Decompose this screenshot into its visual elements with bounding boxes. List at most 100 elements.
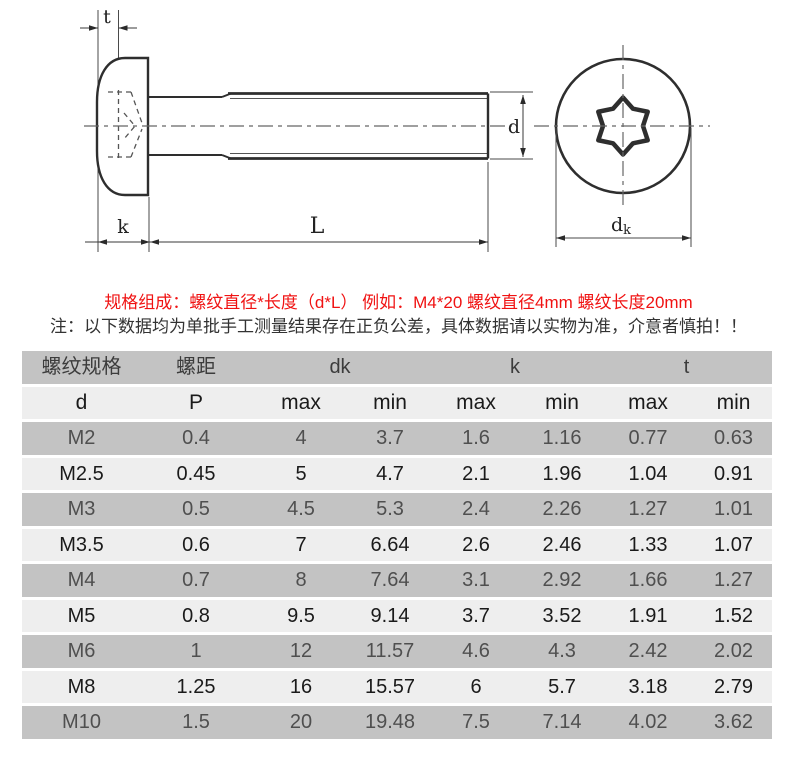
spec-value-cell: 1.96 bbox=[542, 462, 582, 485]
header-dk: dk bbox=[329, 356, 351, 378]
spec-value-cell: 3.7 bbox=[462, 604, 490, 627]
spec-value-cell: 0.7 bbox=[182, 569, 210, 591]
spec-value-cell: 1.04 bbox=[628, 462, 668, 485]
subheader-d: d bbox=[75, 390, 88, 414]
screw-thread bbox=[228, 92, 490, 160]
spec-value-cell: 0.4 bbox=[182, 427, 210, 449]
spec-value-cell: 1.5 bbox=[182, 711, 210, 733]
spec-value-cell: 4.6 bbox=[462, 640, 490, 662]
spec-value-cell: 2.6 bbox=[462, 533, 490, 556]
table-row: M6 1 12 11.57 4.6 4.3 2.42 2.02 bbox=[22, 635, 772, 668]
dim-label-dk: dk bbox=[611, 214, 631, 238]
measurement-note: 注：以下数据均为单批手工测量结果存在正负公差，具体数据请以实物为准，介意者慎拍！… bbox=[50, 317, 747, 336]
spec-value-cell: 12 bbox=[289, 640, 313, 662]
spec-value-cell: 0.6 bbox=[182, 533, 210, 556]
spec-size-cell: M2 bbox=[67, 427, 96, 449]
spec-value-cell: 5.3 bbox=[376, 498, 404, 520]
table-group-header-row: 螺纹规格 螺距 dk k t bbox=[22, 351, 772, 384]
spec-value-cell: 1.6 bbox=[462, 427, 490, 449]
table-row: M5 0.8 9.5 9.14 3.7 3.52 1.91 1.52 bbox=[22, 599, 772, 632]
spec-size-cell: M10 bbox=[62, 711, 101, 733]
dk-dimension bbox=[555, 128, 692, 247]
spec-value-cell: 2.79 bbox=[714, 675, 753, 698]
spec-value-cell: 7.14 bbox=[542, 711, 582, 733]
spec-size-cell: M3.5 bbox=[59, 533, 104, 556]
spec-value-cell: 1.25 bbox=[176, 675, 216, 698]
table-row: M2 0.4 4 3.7 1.6 1.16 0.77 0.63 bbox=[22, 422, 772, 455]
header-pitch: 螺距 bbox=[176, 356, 216, 378]
table-row: M2.5 0.45 5 4.7 2.1 1.96 1.04 0.91 bbox=[22, 457, 772, 490]
spec-value-cell: 3.7 bbox=[376, 427, 404, 449]
spec-value-cell: 0.8 bbox=[182, 604, 210, 627]
spec-value-cell: 4 bbox=[295, 427, 307, 449]
spec-value-cell: 5 bbox=[295, 462, 307, 485]
header-k: k bbox=[510, 356, 520, 378]
spec-size-cell: M8 bbox=[67, 675, 96, 698]
spec-value-cell: 2.46 bbox=[542, 533, 582, 556]
spec-value-cell: 3.18 bbox=[628, 675, 668, 698]
spec-value-cell: 11.57 bbox=[365, 640, 415, 662]
table-row: M8 1.25 16 15.57 6 5.7 3.18 2.79 bbox=[22, 670, 772, 703]
spec-value-cell: 9.14 bbox=[370, 604, 410, 627]
subheader-dk-min: min bbox=[373, 390, 407, 414]
spec-value-cell: 0.91 bbox=[714, 462, 753, 485]
screw-technical-drawing: t k L d dk bbox=[80, 6, 710, 252]
spec-value-cell: 2.4 bbox=[462, 498, 490, 520]
spec-value-cell: 1.33 bbox=[628, 533, 668, 556]
spec-size-cell: M6 bbox=[67, 640, 96, 662]
subheader-dk-max: max bbox=[281, 390, 321, 414]
spec-value-cell: 1.52 bbox=[714, 604, 753, 627]
spec-value-cell: 0.63 bbox=[714, 427, 753, 449]
spec-value-cell: 1.01 bbox=[714, 498, 753, 520]
dk-dimension-arrows bbox=[556, 235, 691, 241]
spec-value-cell: 19.48 bbox=[364, 711, 416, 733]
spec-value-cell: 1.27 bbox=[628, 498, 668, 520]
spec-value-cell: 5.7 bbox=[548, 675, 576, 698]
spec-size-cell: M4 bbox=[67, 569, 96, 591]
spec-value-cell: 1.66 bbox=[628, 569, 668, 591]
spec-value-cell: 4.02 bbox=[628, 711, 668, 733]
spec-value-cell: 6 bbox=[470, 675, 482, 698]
spec-value-cell: 20 bbox=[289, 711, 313, 733]
spec-value-cell: 0.45 bbox=[176, 462, 216, 485]
table-row: M10 1.5 20 19.48 7.5 7.14 4.02 3.62 bbox=[22, 706, 772, 739]
subheader-k-min: min bbox=[545, 390, 579, 414]
subheader-k-max: max bbox=[456, 390, 496, 414]
spec-value-cell: 6.64 bbox=[370, 533, 410, 556]
spec-format-notice: 规格组成：螺纹直径*长度（d*L） 例如：M4*20 螺纹直径4mm 螺纹长度2… bbox=[104, 293, 693, 312]
dim-label-k: k bbox=[117, 216, 129, 238]
spec-size-cell: M3 bbox=[67, 498, 96, 520]
spec-value-cell: 1.16 bbox=[542, 427, 582, 449]
spec-value-cell: 8 bbox=[295, 569, 307, 591]
screw-side-view: t k L d bbox=[80, 6, 533, 252]
spec-value-cell: 1.91 bbox=[628, 604, 668, 627]
spec-value-cell: 3.52 bbox=[542, 604, 582, 627]
spec-value-cell: 2.42 bbox=[628, 640, 668, 662]
table-sub-header-row: d P max min max min max min bbox=[22, 386, 772, 419]
spec-size-cell: M2.5 bbox=[59, 462, 104, 485]
spec-value-cell: 7 bbox=[295, 533, 307, 556]
spec-value-cell: 3.1 bbox=[462, 569, 490, 591]
screw-shank bbox=[149, 92, 232, 160]
spec-value-cell: 16 bbox=[289, 675, 313, 698]
table-row: M3.5 0.6 7 6.64 2.6 2.46 1.33 1.07 bbox=[22, 528, 772, 561]
spec-value-cell: 1.27 bbox=[714, 569, 753, 591]
dimension-arrows bbox=[89, 25, 526, 245]
spec-value-cell: 1.07 bbox=[714, 533, 753, 556]
spec-value-cell: 9.5 bbox=[287, 604, 315, 627]
dim-label-t: t bbox=[103, 6, 111, 28]
header-thread-spec: 螺纹规格 bbox=[41, 356, 122, 378]
dim-label-L: L bbox=[310, 214, 325, 239]
spec-size-cell: M5 bbox=[67, 604, 96, 627]
subheader-t-min: min bbox=[716, 390, 751, 414]
spec-value-cell: 7.5 bbox=[462, 711, 490, 733]
spec-value-cell: 0.77 bbox=[628, 427, 668, 449]
spec-table-body: M2 0.4 4 3.7 1.6 1.16 0.77 0.63 M2.5 0.45 5 4.7 2.1 1… bbox=[22, 422, 772, 739]
subheader-P: P bbox=[188, 390, 203, 414]
dim-label-d: d bbox=[508, 116, 520, 138]
spec-value-cell: 2.92 bbox=[542, 569, 582, 591]
spec-value-cell: 2.02 bbox=[714, 640, 753, 662]
spec-value-cell: 2.1 bbox=[462, 462, 490, 485]
table-row: M4 0.7 8 7.64 3.1 2.92 1.66 1.27 bbox=[22, 564, 772, 597]
